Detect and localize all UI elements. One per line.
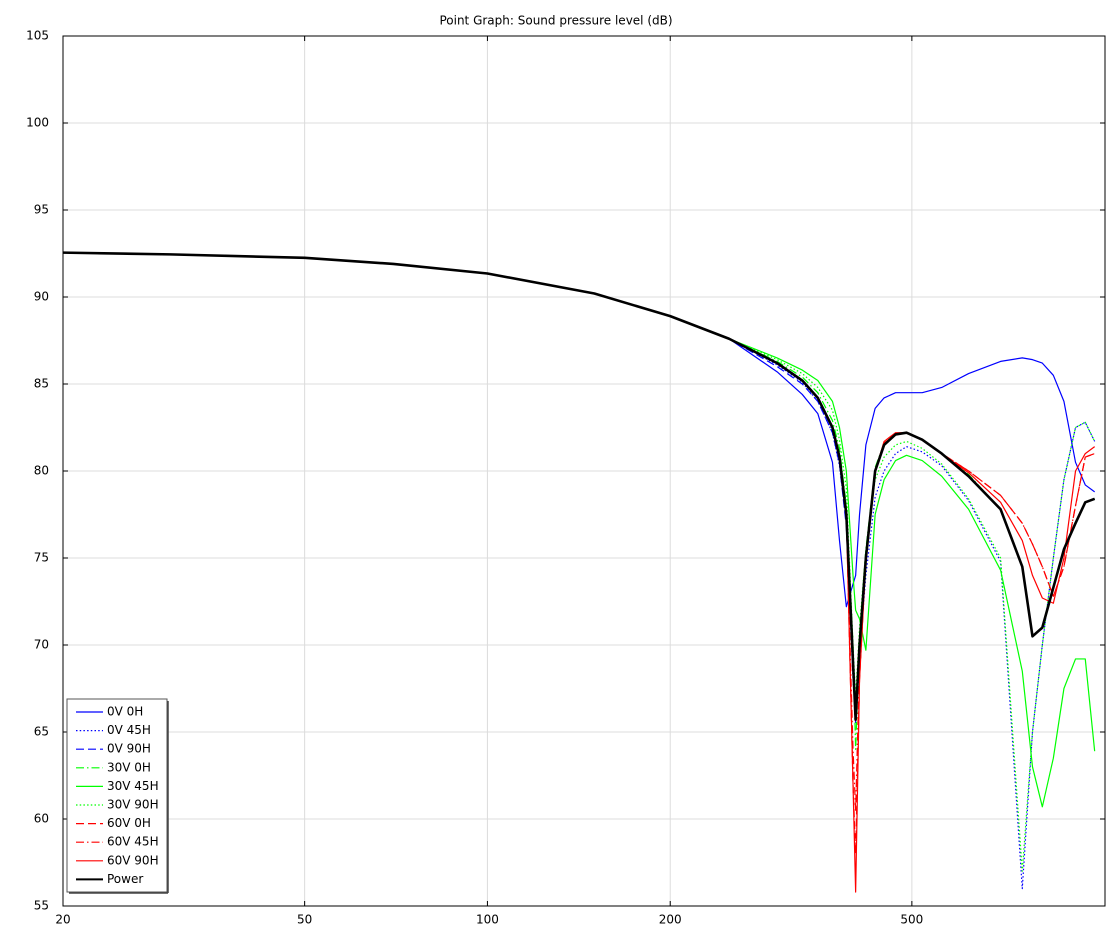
x-tick-label: 500 (900, 913, 923, 927)
legend-label: 0V 0H (107, 705, 143, 719)
y-tick-label: 90 (34, 290, 49, 304)
plot-frame (62, 35, 1106, 907)
y-tick-label: 105 (26, 29, 49, 43)
x-tick-label: 20 (55, 913, 70, 927)
series-line (63, 252, 1095, 724)
legend-label: 30V 0H (107, 760, 151, 774)
legend-label: 60V 45H (107, 835, 159, 849)
legend-label: 30V 90H (107, 798, 159, 812)
series-line (63, 252, 1096, 872)
y-tick-label: 55 (34, 899, 49, 913)
series-line (63, 252, 1095, 811)
legend-label: 30V 45H (107, 779, 159, 793)
y-tick-label: 100 (26, 116, 49, 130)
x-tick-label: 200 (659, 913, 682, 927)
legend-label: 60V 90H (107, 853, 159, 867)
legend-label: Power (107, 872, 143, 886)
x-tick-label: 50 (297, 913, 312, 927)
y-tick-label: 75 (34, 551, 49, 565)
y-tick-label: 85 (34, 377, 49, 391)
series-line (63, 252, 1096, 608)
y-tick-label: 70 (34, 638, 49, 652)
legend-label: 0V 90H (107, 742, 151, 756)
x-tick-label: 100 (476, 913, 499, 927)
y-tick-label: 60 (34, 812, 49, 826)
series-line (63, 252, 1095, 750)
series-line (63, 252, 1095, 855)
y-tick-label: 95 (34, 203, 49, 217)
y-tick-label: 80 (34, 464, 49, 478)
y-tick-label: 65 (34, 725, 49, 739)
series-line (63, 252, 1096, 890)
series-line (63, 252, 1096, 893)
legend-label: 0V 45H (107, 723, 151, 737)
legend-label: 60V 0H (107, 816, 151, 830)
chart-title: Point Graph: Sound pressure level (dB) (439, 14, 672, 28)
series-line (63, 252, 1096, 808)
series-line (63, 251, 1096, 722)
